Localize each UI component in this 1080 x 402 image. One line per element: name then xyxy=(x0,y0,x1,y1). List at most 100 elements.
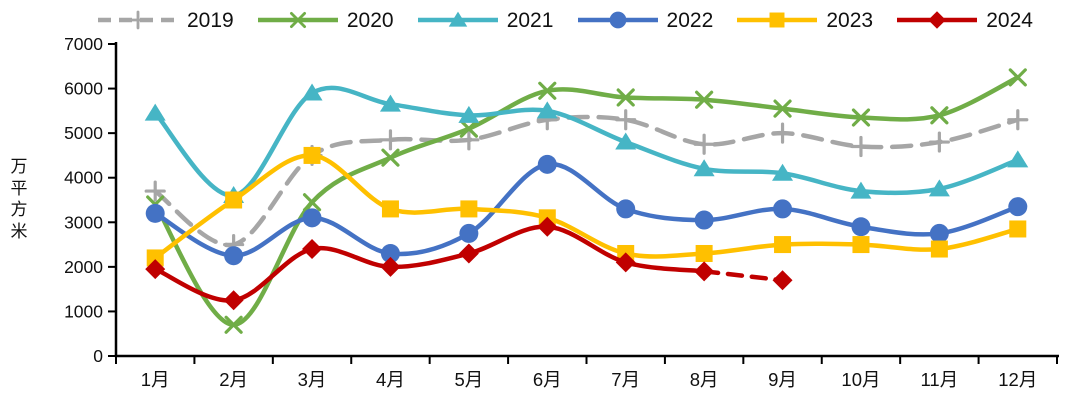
x-tick-label: 8月 xyxy=(690,369,719,390)
x-marker-icon xyxy=(851,108,871,127)
y-tick-label: 1000 xyxy=(64,301,103,321)
x-marker-icon xyxy=(695,90,714,109)
plus-marker-icon xyxy=(379,129,402,151)
legend-icon-2024 xyxy=(897,11,978,29)
plus-marker-icon xyxy=(144,180,166,202)
y-axis-title: 万平方米 xyxy=(10,157,28,241)
series-2020 xyxy=(146,68,1027,334)
square-marker-icon xyxy=(225,191,243,209)
diamond-marker-icon xyxy=(694,261,715,282)
triangle-marker-icon xyxy=(693,159,715,177)
square-marker-icon xyxy=(303,146,321,164)
x-tick-label: 4月 xyxy=(376,369,405,390)
diamond-marker-icon xyxy=(302,239,323,260)
legend-label: 2019 xyxy=(187,8,234,32)
plus-marker-icon xyxy=(128,10,148,30)
legend-label: 2024 xyxy=(986,8,1033,32)
legend-label: 2021 xyxy=(506,8,554,32)
triangle-marker-icon xyxy=(448,11,467,27)
triangle-marker-icon xyxy=(301,83,323,101)
circle-marker-icon xyxy=(851,217,871,237)
x-tick-label: 5月 xyxy=(454,369,483,390)
circle-marker-icon xyxy=(609,11,626,29)
x-tick-label: 9月 xyxy=(768,369,797,390)
x-marker-icon xyxy=(930,106,949,125)
triangle-marker-icon xyxy=(144,103,166,121)
triangle-marker-icon xyxy=(458,105,480,123)
series-2021 xyxy=(144,83,1029,204)
x-marker-icon xyxy=(381,148,400,167)
legend-icon-2021 xyxy=(417,11,498,27)
diamond-marker-icon xyxy=(772,270,793,291)
circle-marker-icon xyxy=(929,223,949,243)
x-marker-icon xyxy=(289,11,306,29)
square-marker-icon xyxy=(769,12,785,28)
circle-marker-icon xyxy=(380,243,400,263)
series-2023 xyxy=(146,146,1027,267)
plus-marker-icon xyxy=(615,109,637,131)
plus-marker-icon xyxy=(928,131,950,153)
square-marker-icon xyxy=(852,236,870,254)
plus-marker-icon xyxy=(458,129,480,151)
x-tick-label: 7月 xyxy=(611,369,640,390)
legend-label: 2022 xyxy=(666,8,714,32)
square-marker-icon xyxy=(695,244,713,262)
diamond-marker-icon xyxy=(537,216,558,237)
chart-legend: 2019 2020 2021 2022 2023 2024 xyxy=(97,5,1033,35)
y-tick-label: 6000 xyxy=(64,79,103,99)
triangle-marker-icon xyxy=(928,179,950,197)
y-tick-label: 0 xyxy=(93,346,103,366)
y-tick-label: 4000 xyxy=(64,168,103,188)
x-tick-label: 11月 xyxy=(921,369,959,390)
diamond-marker-icon xyxy=(380,256,401,277)
y-tick-label: 2000 xyxy=(64,257,103,277)
square-marker-icon xyxy=(460,200,478,218)
y-tick-label: 3000 xyxy=(64,212,103,232)
x-tick-label: 6月 xyxy=(533,369,562,390)
triangle-marker-icon xyxy=(615,132,637,150)
square-marker-icon xyxy=(381,200,399,218)
diamond-marker-icon xyxy=(145,259,166,280)
x-marker-icon xyxy=(302,193,322,212)
diamond-marker-icon xyxy=(223,290,244,311)
x-marker-icon xyxy=(459,119,478,138)
circle-marker-icon xyxy=(224,246,244,266)
legend-icon-2020 xyxy=(257,11,338,29)
legend-label: 2020 xyxy=(346,8,394,32)
diamond-marker-icon xyxy=(615,252,636,273)
circle-marker-icon xyxy=(537,154,557,174)
triangle-marker-icon xyxy=(379,94,401,112)
circle-marker-icon xyxy=(459,223,479,243)
triangle-marker-icon xyxy=(1007,150,1029,168)
plus-marker-icon xyxy=(771,122,794,144)
circle-marker-icon xyxy=(616,199,636,219)
legend-item-2022: 2022 xyxy=(577,8,714,32)
x-marker-icon xyxy=(538,81,557,100)
triangle-marker-icon xyxy=(772,163,794,181)
x-marker-icon xyxy=(1008,68,1027,87)
legend-label: 2023 xyxy=(826,8,874,32)
legend-icon-2022 xyxy=(577,11,658,29)
circle-marker-icon xyxy=(694,210,714,230)
series-2024 xyxy=(145,216,793,311)
circle-marker-icon xyxy=(773,199,793,219)
legend-item-2019: 2019 xyxy=(97,8,234,32)
x-tick-label: 1月 xyxy=(141,369,170,390)
square-marker-icon xyxy=(1009,220,1027,238)
series-line xyxy=(152,75,1021,328)
plus-marker-icon xyxy=(850,135,872,158)
x-tick-label: 10月 xyxy=(841,369,880,390)
legend-item-2023: 2023 xyxy=(736,8,873,32)
circle-marker-icon xyxy=(302,208,322,228)
plus-marker-icon xyxy=(1007,109,1029,131)
legend-icon-2023 xyxy=(737,12,818,28)
series-line-dashed-tail xyxy=(701,269,785,283)
triangle-marker-icon xyxy=(536,101,558,119)
y-tick-label: 7000 xyxy=(64,34,103,54)
legend-item-2021: 2021 xyxy=(417,8,554,32)
triangle-marker-icon xyxy=(850,181,872,199)
x-tick-label: 2月 xyxy=(219,369,248,390)
square-marker-icon xyxy=(146,249,164,267)
x-marker-icon xyxy=(773,99,792,118)
